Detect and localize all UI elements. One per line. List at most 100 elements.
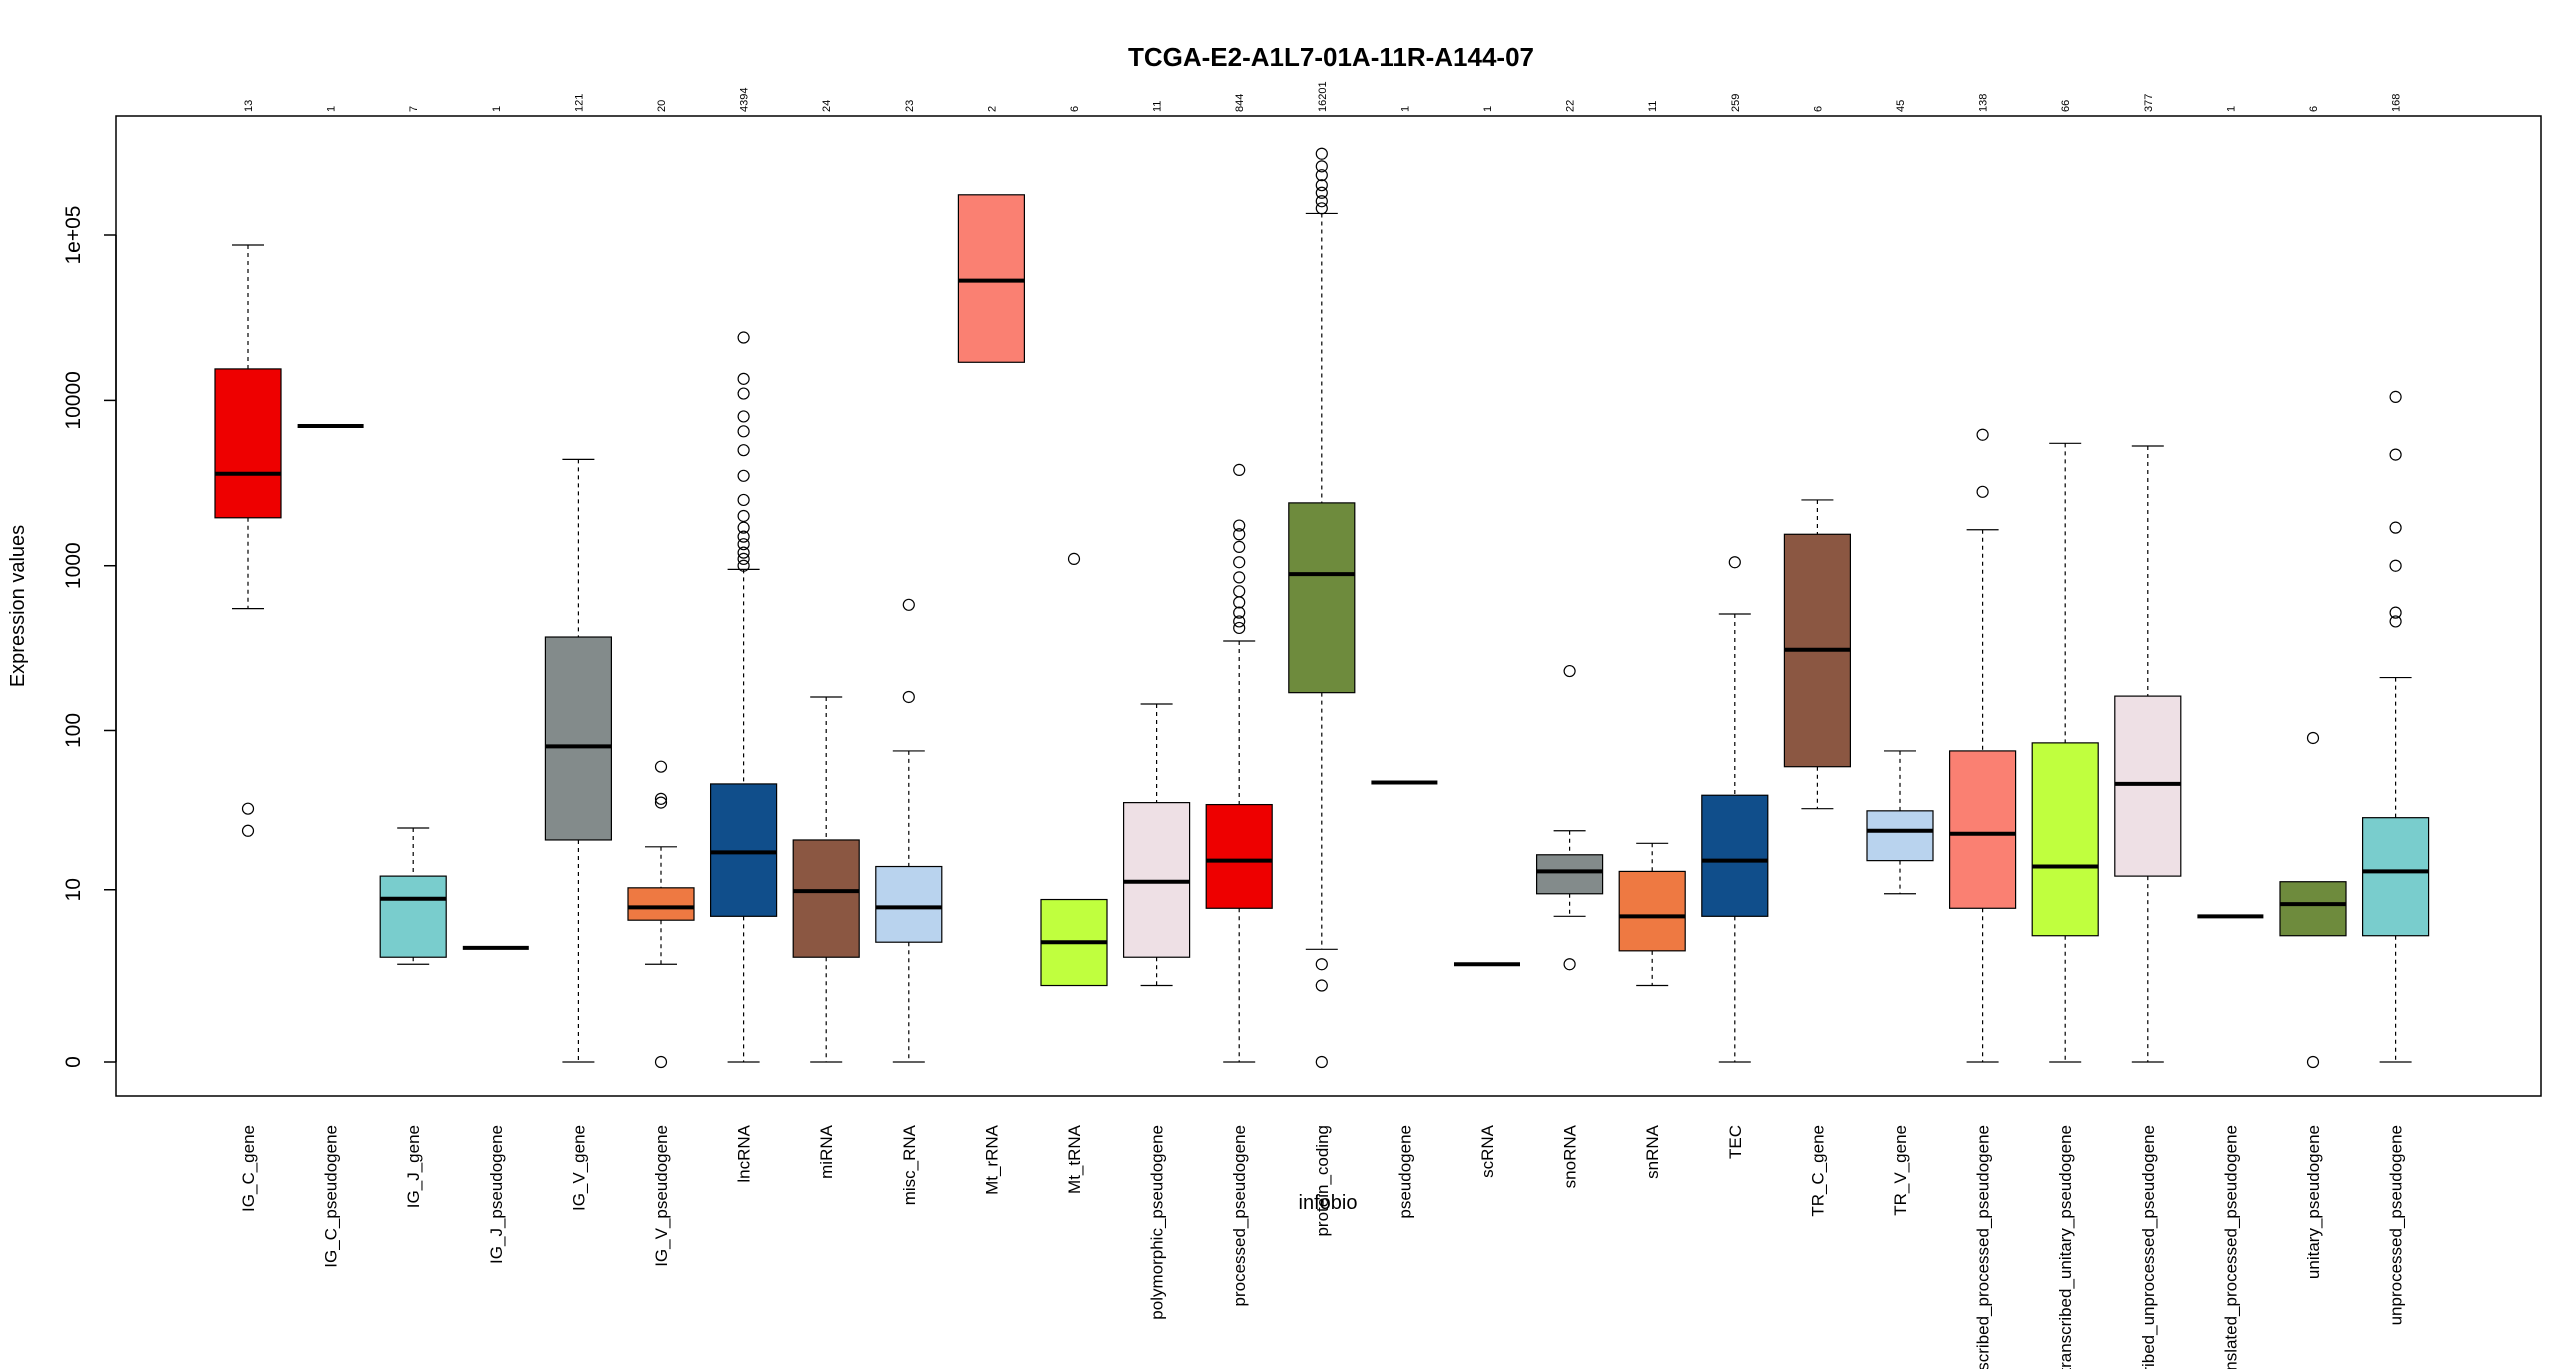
count-label: 4394 (739, 88, 751, 112)
category-label: IG_C_gene (239, 1125, 258, 1212)
outlier-point (1976, 428, 1989, 441)
outlier-point (2389, 615, 2402, 628)
outlier-point (241, 824, 255, 837)
outlier-point (1233, 596, 1246, 609)
outlier-point (1233, 606, 1246, 619)
box-TR_C_gene (1783, 499, 1852, 810)
box-miRNA (792, 696, 860, 1063)
count-label: 259 (1730, 94, 1742, 112)
box-iqr (2279, 881, 2347, 937)
count-label: 1 (326, 106, 338, 112)
box-TEC (1701, 556, 1769, 1063)
outlier-point (737, 387, 750, 400)
outlier-point (737, 538, 750, 551)
count-label: 11 (1152, 101, 1164, 112)
category-label: polymorphic_pseudogene (1148, 1125, 1167, 1320)
x-axis-label: infobio (1299, 1192, 1358, 1214)
count-label: 66 (2060, 100, 2072, 112)
count-label: 23 (904, 100, 916, 112)
y-tick-label: 100 (62, 713, 85, 748)
outlier-point (241, 802, 255, 815)
count-label: 22 (1565, 100, 1577, 112)
outlier-point (902, 690, 915, 704)
outlier-point (2389, 559, 2402, 572)
outlier-point (902, 598, 915, 611)
category-label: protein_coding (1313, 1125, 1332, 1237)
box-IG_V_gene (544, 458, 613, 1063)
count-label: 1 (2225, 106, 2237, 112)
outlier-point (737, 410, 750, 423)
box-Mt_tRNA (1040, 552, 1108, 987)
count-label: 377 (2143, 94, 2155, 112)
box-misc_RNA (875, 598, 943, 1063)
count-label: 1 (1399, 106, 1411, 112)
category-label: pseudogene (1395, 1125, 1414, 1219)
outlier-point (1233, 615, 1246, 628)
outlier-point (1315, 195, 1328, 208)
category-label: Mt_rRNA (982, 1124, 1001, 1195)
outlier-point (737, 469, 750, 482)
y-tick-label: 10 (62, 878, 85, 901)
box-Mt_rRNA (957, 194, 1026, 363)
category-label: TEC (1726, 1125, 1745, 1159)
count-label: 2 (986, 106, 998, 112)
y-tick-label: 1e+05 (62, 206, 85, 265)
count-label: 6 (1069, 106, 1081, 112)
category-label: lncRNA (735, 1124, 754, 1182)
box-iqr (792, 839, 860, 958)
outlier-point (737, 521, 750, 534)
count-label: 13 (243, 100, 255, 112)
category-labels: IG_C_gene IG_C_pseudogene IG_J_gene IG_J_ps… (239, 1124, 2406, 1369)
box-iqr (379, 875, 447, 958)
outlier-point (737, 509, 750, 523)
category-label: misc_RNA (900, 1124, 919, 1205)
count-label: 24 (821, 100, 833, 112)
outlier-point (1233, 556, 1246, 569)
outlier-point (2389, 521, 2402, 534)
outlier-point (1315, 979, 1328, 992)
outlier-point (1233, 463, 1246, 476)
category-label: snoRNA (1561, 1124, 1580, 1188)
count-label: 6 (2308, 106, 2320, 112)
box-unprocessed_pseudogene (2362, 390, 2430, 1063)
outlier-point (737, 425, 750, 438)
box-protein_coding (1288, 147, 1356, 1069)
category-label: translated_processed_pseudogene (2221, 1125, 2240, 1369)
box-IG_C_gene (214, 244, 282, 837)
count-label: 1 (491, 106, 503, 112)
outlier-point (2306, 731, 2320, 745)
count-label: 6 (1812, 106, 1824, 112)
box-transcribed_processed_pseudogene (1948, 428, 2017, 1063)
box-iqr (627, 887, 695, 921)
outlier-point (737, 530, 750, 543)
outlier-point (2389, 390, 2402, 403)
count-label: 16201 (1317, 81, 1329, 112)
box-iqr (1948, 750, 2017, 909)
count-label: 45 (1895, 100, 1907, 112)
box-snoRNA (1535, 664, 1604, 971)
y-axis: 0 10 100 1000 10000 1e+05 (62, 206, 117, 1068)
outlier-point (1233, 621, 1246, 635)
outlier-point (737, 444, 750, 457)
outlier-point (737, 552, 750, 565)
outlier-point (2389, 448, 2402, 461)
outlier-point (654, 796, 668, 809)
category-label: IG_J_gene (404, 1125, 423, 1208)
box-iqr (957, 194, 1026, 363)
outlier-point (654, 760, 668, 773)
box-iqr (214, 368, 282, 519)
y-tick-label: 0 (62, 1056, 85, 1068)
outlier-point (1563, 664, 1576, 678)
box-series (214, 147, 2430, 1069)
box-processed_pseudogene (1205, 463, 1273, 1063)
category-label: IG_V_gene (569, 1125, 588, 1211)
box-iqr (1535, 854, 1604, 895)
category-label: IG_C_pseudogene (322, 1125, 341, 1268)
outlier-point (737, 372, 750, 385)
category-label: transcribed_unitary_pseudogene (2056, 1125, 2075, 1369)
count-label: 11 (1647, 101, 1659, 112)
count-label: 168 (2391, 94, 2403, 112)
outlier-point (1233, 528, 1246, 541)
category-label: IG_V_pseudogene (652, 1125, 671, 1267)
